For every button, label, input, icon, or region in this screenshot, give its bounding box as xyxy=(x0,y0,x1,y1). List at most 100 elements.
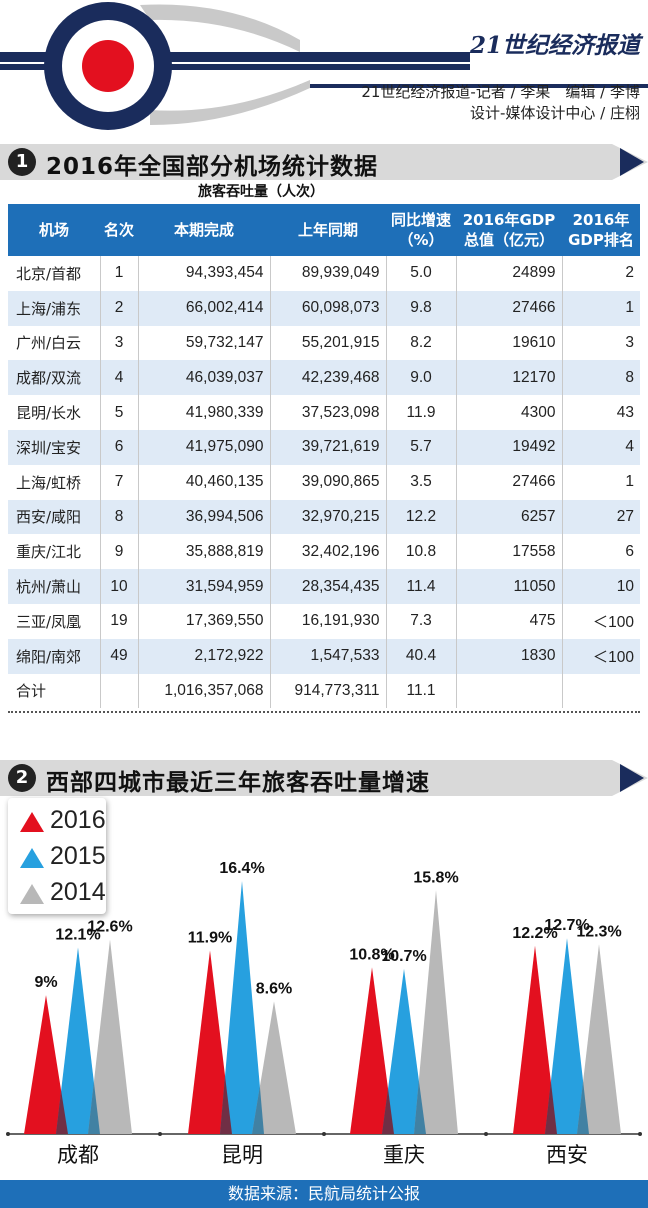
cell-rank: 7 xyxy=(100,464,139,500)
cell-growth: 7.3 xyxy=(386,603,457,639)
cell-previous: 55,201,915 xyxy=(270,325,387,361)
cell-growth: 11.9 xyxy=(386,395,457,430)
section2-number: 2 xyxy=(8,764,36,792)
bar-overlap-1-0 xyxy=(220,1075,232,1134)
data-label-2015-3: 12.7% xyxy=(544,917,589,934)
data-label-2015-0: 12.1% xyxy=(55,926,100,943)
category-label-0: 成都 xyxy=(57,1143,99,1167)
axis-tick-dot xyxy=(158,1132,162,1136)
bar-overlap-3-0 xyxy=(545,1081,557,1134)
th-gdp: 2016年GDP总值（亿元） xyxy=(456,204,562,256)
cell-rank: 10 xyxy=(100,569,139,604)
source-footer: 数据来源：民航局统计公报 xyxy=(0,1180,648,1208)
cell-gdp xyxy=(456,673,563,709)
th-growth: 同比增速（%） xyxy=(386,204,456,256)
legend-triangle-red-icon xyxy=(20,812,44,832)
data-label-2014-1: 8.6% xyxy=(256,980,292,997)
cell-gdp-rank: 8 xyxy=(562,360,640,396)
cell-rank: 2 xyxy=(100,290,139,326)
cell-airport: 深圳/宝安 xyxy=(8,429,101,465)
cell-growth: 11.1 xyxy=(386,673,457,709)
bar-2016-0 xyxy=(24,995,68,1134)
cell-gdp-rank: 4 xyxy=(562,429,640,465)
cell-growth: 9.0 xyxy=(386,360,457,396)
bar-2016-3 xyxy=(513,945,557,1134)
cell-rank: 8 xyxy=(100,499,139,535)
cell-previous: 32,970,215 xyxy=(270,499,387,535)
cell-rank: 49 xyxy=(100,638,139,674)
data-label-2014-2: 15.8% xyxy=(413,869,458,886)
th-current: 本期完成 xyxy=(138,204,270,256)
bar-2015-2 xyxy=(382,968,426,1134)
table-row: 三亚/凤凰 19 17,369,550 16,191,930 7.3 475 ＜100 xyxy=(8,603,640,639)
cell-gdp: 24899 xyxy=(456,256,563,291)
axis-tick-dot xyxy=(638,1132,642,1136)
cell-airport: 西安/咸阳 xyxy=(8,499,101,535)
cell-rank: 19 xyxy=(100,603,139,639)
table-row: 西安/咸阳 8 36,994,506 32,970,215 12.2 6257 27 xyxy=(8,499,640,535)
cell-rank: 6 xyxy=(100,429,139,465)
data-label-2016-0: 9% xyxy=(34,974,57,991)
cell-current: 2,172,922 xyxy=(138,638,271,674)
cell-rank: 3 xyxy=(100,325,139,361)
cell-gdp-rank: 10 xyxy=(562,569,640,604)
cell-previous: 89,939,049 xyxy=(270,256,387,291)
cell-gdp: 19492 xyxy=(456,429,563,465)
cell-gdp-rank: 1 xyxy=(562,290,640,326)
chart-legend: 2016 2015 2014 xyxy=(8,798,106,914)
cell-rank: 5 xyxy=(100,395,139,430)
legend-label-2014: 2014 xyxy=(50,878,106,906)
bar-overlap-0-1 xyxy=(88,1082,100,1134)
th-airport: 机场 xyxy=(8,204,100,256)
bar-overlap-2-0 xyxy=(382,1088,394,1134)
table-row: 杭州/萧山 10 31,594,959 28,354,435 11.4 11050 10 xyxy=(8,569,640,604)
bar-2016-1 xyxy=(188,950,232,1134)
cell-gdp: 19610 xyxy=(456,325,563,361)
cell-previous: 42,239,468 xyxy=(270,360,387,396)
cell-airport: 重庆/江北 xyxy=(8,534,101,570)
cell-previous: 39,090,865 xyxy=(270,464,387,500)
airport-table: 机场 名次 本期完成 上年同期 同比增速（%） 2016年GDP总值（亿元） 2… xyxy=(8,204,640,709)
section1-bar: 1 2016年全国部分机场统计数据 xyxy=(0,144,648,180)
cell-gdp: 6257 xyxy=(456,499,563,535)
legend-label-2016: 2016 xyxy=(50,806,106,834)
cell-rank: 9 xyxy=(100,534,139,570)
cell-gdp-rank: 2 xyxy=(562,256,640,291)
cell-rank: 1 xyxy=(100,256,139,291)
cell-airport: 杭州/萧山 xyxy=(8,569,101,604)
axis-tick-dot xyxy=(322,1132,326,1136)
cell-previous: 1,547,533 xyxy=(270,638,387,674)
cell-current: 41,975,090 xyxy=(138,429,271,465)
cell-gdp-rank: 1 xyxy=(562,464,640,500)
cell-gdp: 11050 xyxy=(456,569,563,604)
cell-gdp-rank: 43 xyxy=(562,395,640,430)
table-row: 上海/浦东 2 66,002,414 60,098,073 9.8 27466 1 xyxy=(8,290,640,326)
cell-current: 17,369,550 xyxy=(138,603,271,639)
data-label-2016-1: 11.9% xyxy=(188,929,232,946)
cell-gdp: 27466 xyxy=(456,464,563,500)
section2-bar: 2 西部四城市最近三年旅客吞吐量增速 xyxy=(0,760,648,796)
cell-growth: 3.5 xyxy=(386,464,457,500)
cell-airport: 合计 xyxy=(8,673,101,709)
bar-2014-1 xyxy=(252,1001,296,1134)
cell-airport: 上海/虹桥 xyxy=(8,464,101,500)
table-bottom-rule xyxy=(8,711,640,713)
bar-2014-2 xyxy=(414,890,458,1134)
bar-2014-0 xyxy=(88,939,132,1134)
category-label-1: 昆明 xyxy=(221,1143,263,1167)
table-row: 北京/首都 1 94,393,454 89,939,049 5.0 24899 2 xyxy=(8,256,640,291)
bar-overlap-3-1 xyxy=(577,1081,589,1134)
cell-growth: 12.2 xyxy=(386,499,457,535)
bar-overlap-1-1 xyxy=(252,1086,264,1134)
credit-line-2: 设计-媒体设计中心 / 庄栩 xyxy=(469,104,640,122)
table-row: 重庆/江北 9 35,888,819 32,402,196 10.8 17558 6 xyxy=(8,534,640,570)
table-super-header: 旅客吞吐量（人次） xyxy=(198,184,324,200)
category-label-2: 重庆 xyxy=(383,1143,425,1167)
data-label-2016-3: 12.2% xyxy=(512,925,557,942)
cell-current: 41,980,339 xyxy=(138,395,271,430)
cell-growth: 11.4 xyxy=(386,569,457,604)
cell-airport: 成都/双流 xyxy=(8,360,101,396)
cell-gdp-rank: 3 xyxy=(562,325,640,361)
cell-previous: 16,191,930 xyxy=(270,603,387,639)
cell-current: 31,594,959 xyxy=(138,569,271,604)
